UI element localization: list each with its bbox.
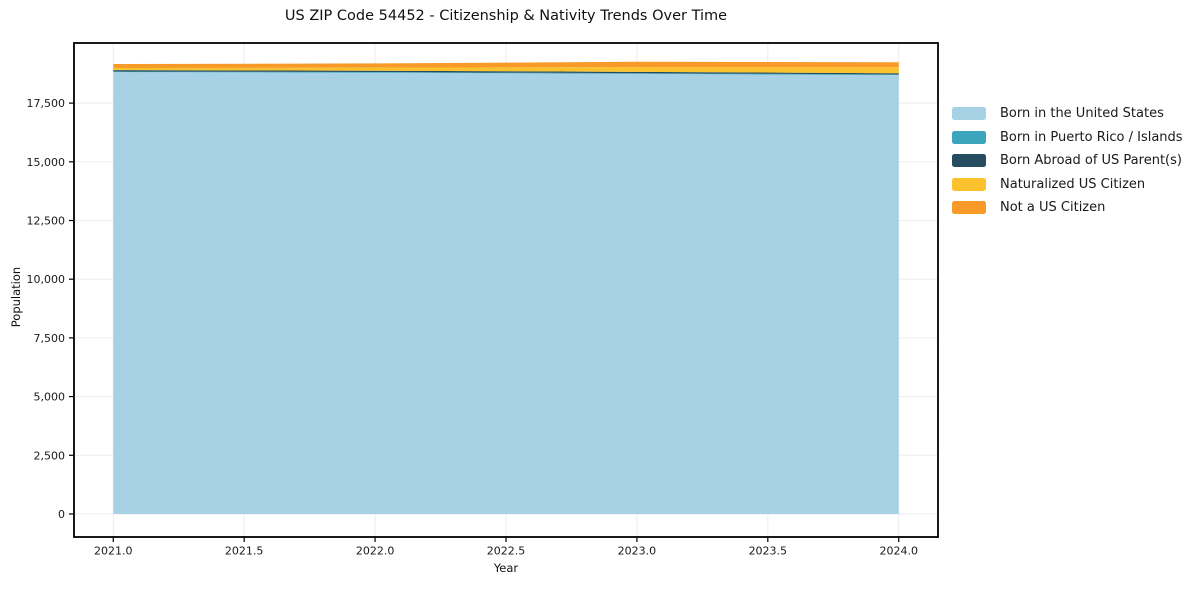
legend-swatch — [952, 154, 986, 168]
y-tick-label: 2,500 — [34, 449, 66, 462]
y-tick-label: 15,000 — [27, 156, 66, 169]
legend-swatch — [952, 177, 986, 191]
legend-label: Not a US Citizen — [1000, 200, 1106, 216]
x-tick-label: 2021.5 — [225, 545, 264, 558]
area-series — [113, 72, 899, 514]
y-tick-label: 5,000 — [34, 391, 66, 404]
y-tick-label: 10,000 — [27, 273, 66, 286]
legend-label: Born in the United States — [1000, 106, 1164, 122]
area-series — [113, 70, 899, 75]
x-tick-label: 2022.0 — [356, 545, 395, 558]
legend-swatch — [952, 130, 986, 144]
legend-item: Born Abroad of US Parent(s) — [952, 149, 1183, 173]
chart-title: US ZIP Code 54452 - Citizenship & Nativi… — [284, 8, 728, 24]
y-tick-label: 12,500 — [27, 215, 66, 228]
area-series — [113, 71, 899, 76]
area-series — [113, 61, 899, 69]
chart-legend: Born in the United States Born in Puerto … — [952, 102, 1183, 220]
legend-item: Naturalized US Citizen — [952, 173, 1183, 197]
x-tick-label: 2022.5 — [487, 545, 526, 558]
x-tick-label: 2024.0 — [879, 545, 918, 558]
y-axis-label: Population — [9, 266, 23, 328]
legend-item: Not a US Citizen — [952, 196, 1183, 220]
legend-label: Born in Puerto Rico / Islands — [1000, 129, 1183, 145]
y-tick-label: 0 — [58, 508, 65, 521]
legend-item: Born in Puerto Rico / Islands — [952, 126, 1183, 150]
x-tick-label: 2023.0 — [618, 545, 657, 558]
x-tick-label: 2021.0 — [94, 545, 133, 558]
area-series — [113, 67, 899, 74]
y-tick-label: 17,500 — [27, 97, 66, 110]
legend-label: Naturalized US Citizen — [1000, 176, 1146, 192]
x-axis-label: Year — [493, 561, 519, 575]
legend-item: Born in the United States — [952, 102, 1183, 126]
legend-swatch — [952, 201, 986, 215]
x-tick-label: 2023.5 — [749, 545, 788, 558]
y-tick-label: 7,500 — [34, 332, 66, 345]
legend-swatch — [952, 107, 986, 121]
legend-label: Born Abroad of US Parent(s) — [1000, 153, 1182, 169]
